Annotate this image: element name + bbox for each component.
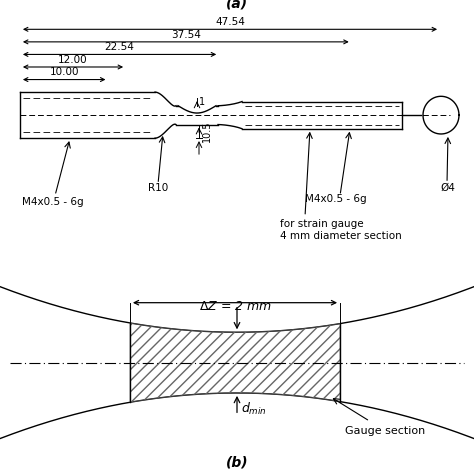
Text: 10.00: 10.00 — [49, 67, 79, 77]
Text: R10: R10 — [148, 182, 168, 192]
Text: (a): (a) — [226, 0, 248, 10]
Text: 22.54: 22.54 — [105, 42, 135, 52]
Text: 37.54: 37.54 — [171, 30, 201, 40]
Text: for strain gauge: for strain gauge — [280, 219, 364, 229]
Text: 47.54: 47.54 — [215, 17, 245, 27]
Text: M4x0.5 - 6g: M4x0.5 - 6g — [22, 197, 83, 207]
Text: 10.5: 10.5 — [202, 120, 212, 142]
Text: Ø4: Ø4 — [440, 182, 455, 192]
Text: M4x0.5 - 6g: M4x0.5 - 6g — [305, 194, 366, 204]
Text: 1: 1 — [199, 97, 205, 107]
Text: Gauge section: Gauge section — [345, 427, 425, 437]
Text: (b): (b) — [226, 456, 248, 470]
Text: 12.00: 12.00 — [58, 55, 88, 65]
Text: 4 mm diameter section: 4 mm diameter section — [280, 231, 402, 241]
Text: $d_{min}$: $d_{min}$ — [241, 401, 267, 417]
Text: $\Delta Z$ = 2 mm: $\Delta Z$ = 2 mm — [199, 300, 272, 313]
